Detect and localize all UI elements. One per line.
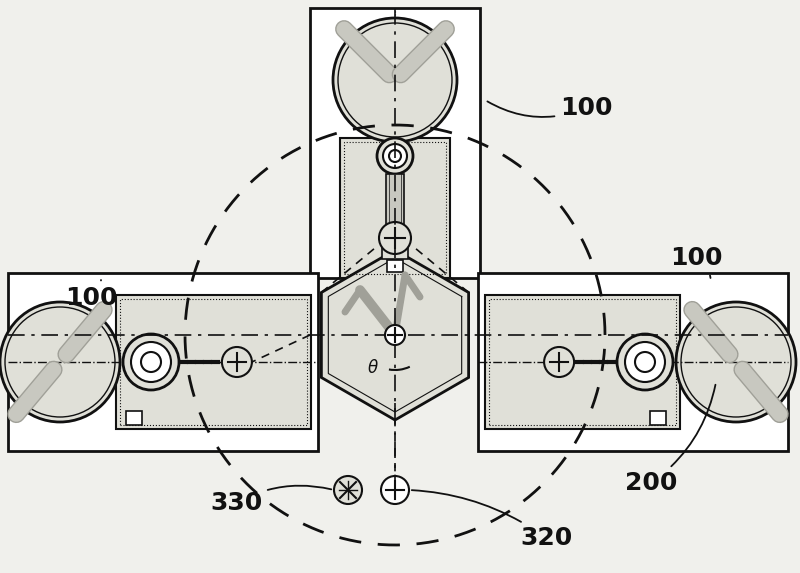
Circle shape [544,347,574,377]
Bar [489,299,676,425]
Bar [126,411,142,425]
Circle shape [381,476,409,504]
Circle shape [635,352,655,372]
Bar [387,260,403,272]
Circle shape [379,222,411,254]
Bar [382,229,408,259]
Text: $\theta$: $\theta$ [367,359,379,377]
Text: 320: 320 [412,490,572,550]
Circle shape [123,334,179,390]
Text: 100: 100 [65,280,118,310]
Circle shape [385,325,405,345]
Bar [650,411,666,425]
Bar [8,273,318,451]
Circle shape [334,476,362,504]
Bar [344,142,446,274]
Circle shape [141,352,161,372]
Bar [310,8,480,278]
Text: 330: 330 [210,486,331,515]
Bar [478,273,788,451]
Text: 100: 100 [670,246,722,278]
Bar [340,138,450,278]
Circle shape [333,18,457,142]
Bar [120,299,307,425]
Polygon shape [322,250,469,420]
Circle shape [377,138,413,174]
Circle shape [131,342,171,382]
Bar [116,295,311,429]
Circle shape [676,302,796,422]
Circle shape [383,144,407,168]
Text: 200: 200 [625,384,715,495]
Circle shape [617,334,673,390]
Bar [485,295,680,429]
Circle shape [222,347,252,377]
Circle shape [0,302,120,422]
Circle shape [389,150,401,162]
Circle shape [625,342,665,382]
Bar [386,174,404,229]
Text: 100: 100 [487,96,613,120]
